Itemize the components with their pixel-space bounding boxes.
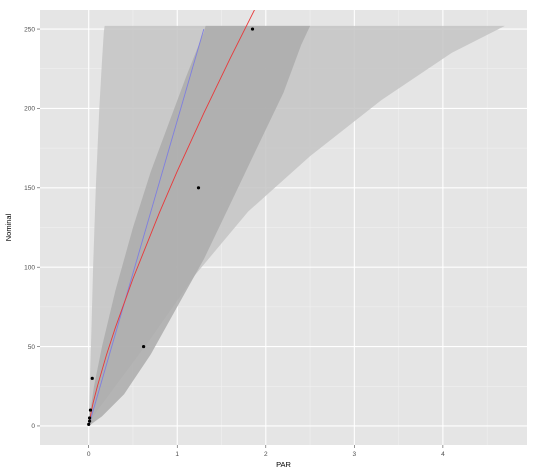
fit-lines <box>88 10 255 427</box>
linear-fit-line <box>88 28 205 427</box>
x-axis-ticks: 0 1 2 3 4 <box>87 445 445 458</box>
data-points <box>87 27 255 426</box>
y-tick-label: 0 <box>31 423 35 430</box>
y-tick-label: 100 <box>24 264 35 271</box>
data-point <box>87 416 92 420</box>
x-tick-label: 4 <box>441 451 445 458</box>
y-tick-label: 150 <box>24 185 35 192</box>
confidence-bands <box>88 25 505 426</box>
y-axis-title: Nominal <box>4 213 13 241</box>
x-tick-label: 2 <box>264 451 268 458</box>
x-tick-label: 1 <box>175 451 179 458</box>
power-fit-line <box>89 10 255 421</box>
y-tick-label: 50 <box>28 344 36 351</box>
x-axis-title: PAR <box>276 460 291 469</box>
y-axis-ticks: 0 50 100 150 200 250 <box>24 26 40 430</box>
data-point <box>196 186 201 190</box>
x-tick-label: 0 <box>87 451 91 458</box>
data-point <box>88 408 93 412</box>
data-point <box>90 376 94 380</box>
data-point <box>141 344 146 349</box>
data-point <box>87 422 91 426</box>
data-point <box>87 419 92 423</box>
x-tick-label: 3 <box>353 451 357 458</box>
y-tick-label: 250 <box>24 26 35 33</box>
inner-confidence-band <box>88 25 311 426</box>
data-point <box>250 27 255 31</box>
y-tick-label: 200 <box>24 106 35 113</box>
